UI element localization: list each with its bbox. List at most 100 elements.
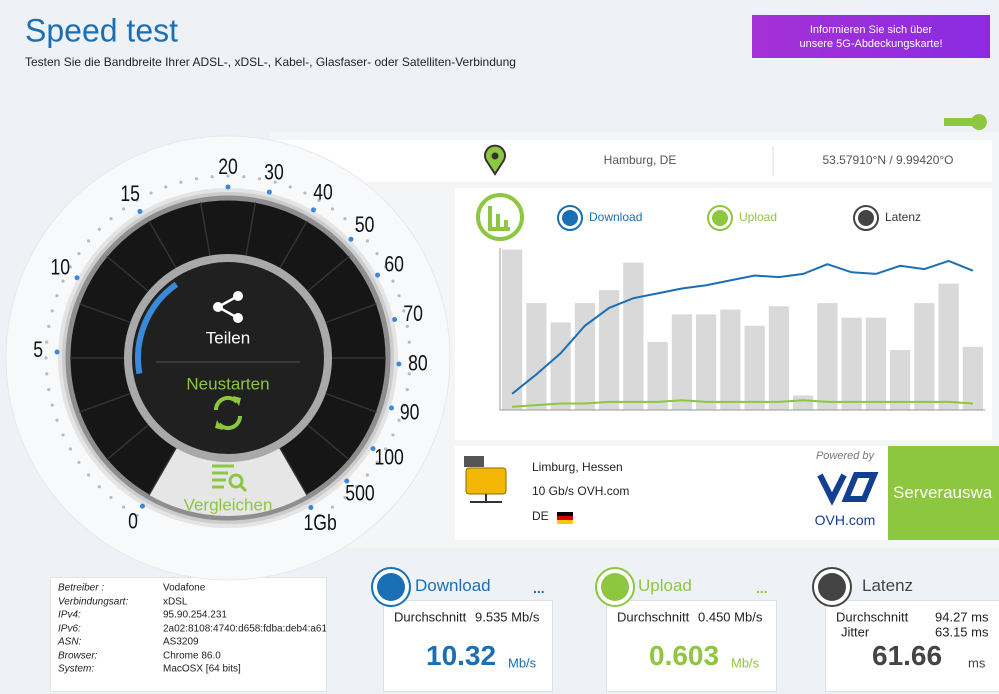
gauge-dot xyxy=(303,191,307,195)
latency-unit: ms xyxy=(968,655,986,671)
info-label: Browser: xyxy=(58,650,98,661)
gauge-tick xyxy=(311,207,316,213)
gauge-dot xyxy=(86,239,91,243)
provider-logo xyxy=(817,472,879,506)
upload-unit: Mb/s xyxy=(731,655,760,671)
location-pin xyxy=(484,144,506,176)
gauge-dot xyxy=(330,505,334,509)
compare-segment[interactable] xyxy=(149,444,307,516)
gauge-dot xyxy=(405,324,409,328)
gauge-dot xyxy=(402,309,406,313)
gauge-dot xyxy=(55,418,59,422)
coordinates: 53.57910°N / 9.99420°O xyxy=(822,153,954,167)
gauge-dot xyxy=(317,514,321,518)
gauge-dot xyxy=(365,239,370,243)
gauge-dot xyxy=(164,185,168,189)
gauge-label: 60 xyxy=(384,253,404,277)
server-city: Limburg, Hessen xyxy=(532,460,623,474)
gauge-dot xyxy=(365,473,370,477)
upload-title: Upload xyxy=(638,576,692,595)
gauge-tick xyxy=(392,317,398,323)
gauge-dot xyxy=(135,198,139,202)
gauge-dot xyxy=(242,175,246,179)
gauge-dot xyxy=(355,485,359,489)
dial-divider xyxy=(277,444,308,496)
gauge-dot xyxy=(402,403,406,407)
info-label: Betreiber : xyxy=(58,582,105,594)
gauge-dot xyxy=(50,309,54,313)
gauge-tick xyxy=(348,236,354,242)
download-title: Download xyxy=(415,576,491,595)
gauge-dot xyxy=(375,460,379,464)
restart-button[interactable]: Neustarten xyxy=(186,374,269,393)
gauge-dot xyxy=(77,460,81,464)
dial-divider xyxy=(148,220,179,272)
restart-icon xyxy=(215,396,241,430)
gauge-dot xyxy=(122,505,126,509)
gauge-label: 40 xyxy=(313,180,333,204)
latency-icon xyxy=(818,573,846,601)
gauge-dot xyxy=(50,403,54,407)
jitter-label: Jitter xyxy=(841,624,870,640)
average-label: Durchschnitt xyxy=(836,609,909,625)
gauge-label: 70 xyxy=(403,302,423,326)
gauge-tick xyxy=(140,503,145,509)
gauge-label: 500 xyxy=(345,482,374,506)
more-button[interactable]: ... xyxy=(756,580,768,596)
info-label: System: xyxy=(58,663,95,675)
graph-bar xyxy=(914,303,935,410)
gauge-dot xyxy=(397,294,401,298)
gauge-tick xyxy=(308,505,314,511)
gauge-dot xyxy=(391,279,395,283)
server-select-button[interactable] xyxy=(888,446,999,540)
info-label: IPv4: xyxy=(58,609,81,621)
jitter-value: 63.15 ms xyxy=(935,624,989,640)
server-select-label: Serverauswa xyxy=(893,483,993,502)
gauge-label: 100 xyxy=(374,446,403,470)
dial-divider xyxy=(277,220,308,272)
gauge-dot xyxy=(397,418,401,422)
graph-bar xyxy=(841,317,862,410)
provider-name: OVH.com xyxy=(814,512,876,528)
average-value: 0.450 Mb/s xyxy=(698,609,763,625)
more-button[interactable]: ... xyxy=(533,580,545,596)
promo-button[interactable] xyxy=(752,15,990,58)
latency-result: 61.66 xyxy=(872,640,943,671)
share-button[interactable]: Teilen xyxy=(206,328,250,347)
legend-icon xyxy=(562,210,578,226)
share-icon xyxy=(217,294,239,320)
gauge-dot xyxy=(47,324,51,328)
download-icon xyxy=(377,573,405,601)
graph-icon xyxy=(488,206,510,231)
graph-bar xyxy=(502,249,523,410)
dial-divider xyxy=(304,421,350,461)
gauge-dot xyxy=(45,340,49,344)
compare-button[interactable]: Vergleichen xyxy=(184,495,273,514)
legend-label: Latenz xyxy=(885,210,922,224)
graph-bar xyxy=(623,262,644,410)
settings-icon xyxy=(944,113,987,130)
graph-bar xyxy=(793,395,814,410)
graph-bar xyxy=(817,303,838,410)
info-label: IPv6: xyxy=(58,623,81,634)
graph-bar xyxy=(647,341,668,410)
page-subtitle: Testen Sie die Bandbreite Ihrer ADSL-, x… xyxy=(25,55,516,69)
gauge-dot xyxy=(77,252,81,256)
gauge-dot xyxy=(317,198,321,202)
gauge-dot xyxy=(44,356,48,360)
server-host: 10 Gb/s OVH.com xyxy=(532,484,630,498)
graph-bar xyxy=(865,317,886,410)
gauge-dot xyxy=(407,340,411,344)
graph-bar xyxy=(938,283,959,410)
gauge-dot xyxy=(391,433,395,437)
graph-bar xyxy=(744,325,765,410)
gauge-dot xyxy=(343,216,347,221)
dial-divider xyxy=(106,421,152,461)
gauge-dot xyxy=(375,252,379,256)
upload-result: 0.603 xyxy=(649,640,720,671)
server-icon xyxy=(465,467,507,495)
progress-arc xyxy=(135,281,179,375)
gauge-dot xyxy=(68,265,72,269)
